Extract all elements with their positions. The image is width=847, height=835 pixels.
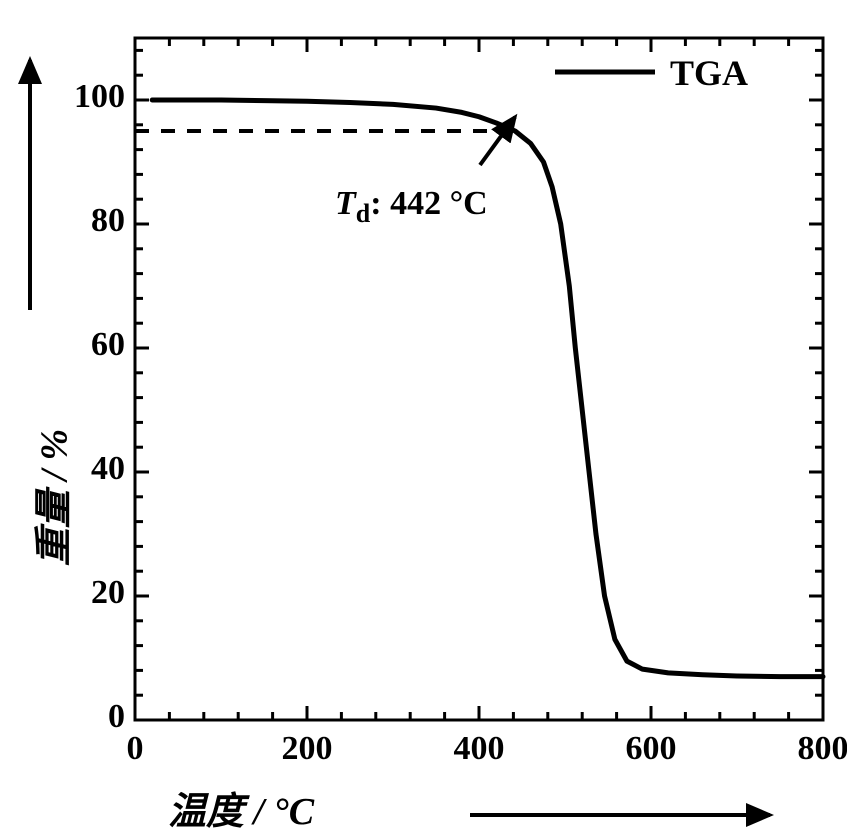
y-tick-label: 80	[55, 202, 125, 240]
x-tick-label: 600	[611, 730, 691, 768]
x-tick-label: 400	[439, 730, 519, 768]
td-annotation-prefix: T	[335, 185, 356, 222]
legend-label: TGA	[670, 53, 748, 93]
legend: TGA	[670, 52, 748, 94]
y-tick-label: 60	[55, 326, 125, 364]
td-annotation: Td: 442 °C	[335, 185, 488, 229]
td-annotation-rest: : 442 °C	[370, 185, 487, 222]
y-tick-label: 20	[55, 574, 125, 612]
x-axis-label-text: 温度 / °C	[168, 791, 314, 833]
y-tick-label: 100	[55, 78, 125, 116]
td-annotation-sub: d	[356, 199, 370, 228]
x-axis-label: 温度 / °C	[168, 780, 314, 835]
x-tick-label: 800	[783, 730, 847, 768]
y-tick-label: 0	[55, 698, 125, 736]
x-tick-label: 200	[267, 730, 347, 768]
y-tick-label: 40	[55, 450, 125, 488]
chart-svg	[0, 0, 847, 832]
tga-chart: 重量 / % 温度 / °C Td: 442 °C TGA 0200400600…	[0, 0, 847, 832]
